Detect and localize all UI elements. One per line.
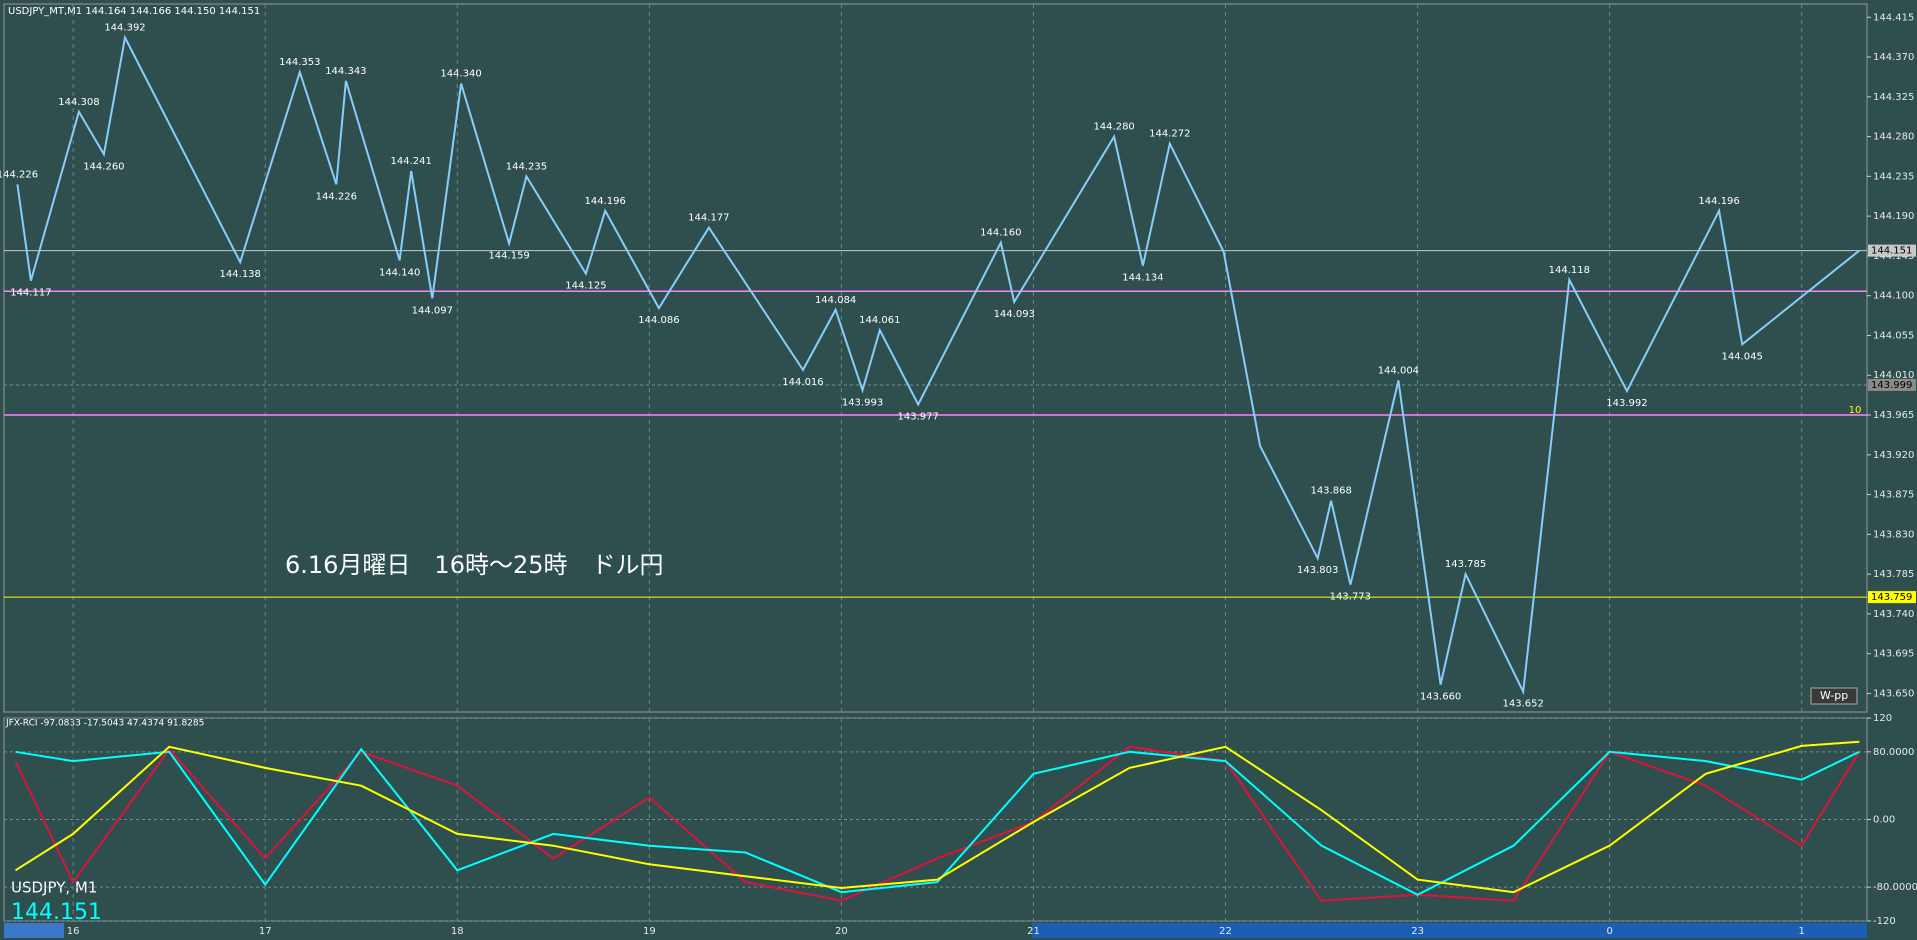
value-label: 144.138: [220, 269, 261, 280]
main-panel: [3, 3, 1868, 713]
value-label: 144.226: [316, 191, 357, 202]
value-label: 144.235: [506, 161, 547, 172]
y-tick-label: 144.415: [1873, 12, 1914, 23]
value-label: 144.260: [83, 161, 124, 172]
y-tick-label: -120: [1873, 916, 1896, 927]
x-tick-label: 23: [1411, 926, 1424, 937]
series-line: [16, 34, 1860, 696]
value-label: 143.868: [1310, 486, 1351, 497]
x-tick-label: 1: [1799, 926, 1805, 937]
price-box: [1868, 244, 1916, 257]
y-tick-label: 143.695: [1873, 649, 1914, 660]
time-highlight: [1032, 923, 1867, 938]
x-tick-label: 18: [451, 926, 464, 937]
annotation: 6.16月曜日 16時～25時 ドル円: [285, 551, 664, 579]
price-label: 143.759: [1871, 592, 1912, 603]
value-label: 143.992: [1606, 398, 1647, 409]
y-tick-label: 144.325: [1873, 92, 1914, 103]
y-tick-label: 144.190: [1873, 211, 1914, 222]
badge-box: [1810, 687, 1858, 705]
value-label: 144.241: [390, 156, 431, 167]
value-label: 144.272: [1149, 129, 1190, 140]
value-label: 144.340: [440, 69, 481, 80]
y-tick-label: 143.875: [1873, 490, 1914, 501]
value-label: 144.117: [10, 288, 51, 299]
value-label: 144.353: [279, 57, 320, 68]
value-label: 144.045: [1721, 351, 1762, 362]
value-label: 144.196: [584, 196, 625, 207]
y-tick-label: -80.0000: [1873, 882, 1917, 893]
series-line: [15, 747, 1860, 896]
value-label: 143.652: [1503, 699, 1544, 710]
y-tick-label: 143.830: [1873, 529, 1914, 540]
value-label: 144.084: [815, 295, 856, 306]
value-label: 143.773: [1330, 592, 1371, 603]
series-line: [14, 740, 1860, 894]
value-label: 144.097: [412, 305, 453, 316]
value-label: 144.061: [859, 315, 900, 326]
x-tick-label: 21: [1027, 926, 1040, 937]
price-box: [1868, 591, 1916, 604]
y-tick-label: 143.785: [1873, 569, 1914, 580]
value-label: 144.004: [1378, 366, 1419, 377]
value-label: 144.086: [638, 315, 679, 326]
value-label: 144.159: [488, 251, 529, 262]
scroll-bar: [4, 923, 64, 938]
value-label: 144.177: [688, 213, 729, 224]
value-label: 143.977: [898, 411, 939, 422]
value-label: 144.125: [565, 281, 606, 292]
x-tick-label: 19: [643, 926, 656, 937]
y-tick-label: 144.370: [1873, 52, 1914, 63]
x-tick-label: 17: [259, 926, 272, 937]
price-box: [1868, 378, 1916, 391]
value-label: 144.160: [980, 228, 1021, 239]
value-label: 144.343: [325, 66, 366, 77]
y-tick-label: 143.965: [1873, 410, 1914, 421]
y-tick-label: 0.00: [1873, 815, 1895, 826]
y-tick-label: 144.055: [1873, 330, 1914, 341]
value-label: 144.134: [1122, 273, 1163, 284]
price-label: 143.999: [1871, 380, 1912, 391]
value-label: 144.280: [1093, 122, 1134, 133]
y-tick-label: 144.280: [1873, 132, 1914, 143]
y-tick-label: 120: [1873, 713, 1892, 724]
y-tick-label: 143.650: [1873, 688, 1914, 699]
y-tick-label: 143.740: [1873, 609, 1914, 620]
price-label: 144.151: [1871, 246, 1912, 257]
marker-label: 10: [1849, 405, 1862, 416]
last-price: 144.151: [11, 900, 102, 925]
x-tick-label: 0: [1606, 926, 1612, 937]
badge: W-pp: [1820, 689, 1848, 702]
value-label: 143.993: [842, 397, 883, 408]
value-label: 144.118: [1549, 265, 1590, 276]
value-label: 144.308: [58, 97, 99, 108]
x-tick-label: 20: [835, 926, 848, 937]
y-tick-label: 143.920: [1873, 450, 1914, 461]
chart-title: USDJPY_MT,M1 144.164 144.166 144.150 144…: [8, 6, 260, 17]
value-label: 144.226: [0, 169, 38, 180]
y-tick-label: 80.0000: [1873, 747, 1914, 758]
x-tick-label: 22: [1219, 926, 1232, 937]
value-label: 144.140: [379, 267, 420, 278]
x-tick-label: 16: [67, 926, 80, 937]
y-tick-label: 144.100: [1873, 291, 1914, 302]
value-label: 144.392: [104, 23, 145, 34]
y-tick-label: 144.010: [1873, 370, 1914, 381]
value-label: 144.016: [782, 377, 823, 388]
value-label: 143.803: [1297, 565, 1338, 576]
value-label: 144.093: [994, 309, 1035, 320]
value-label: 143.785: [1445, 559, 1486, 570]
rci-title: JFX-RCI -97.0833 -17.5043 47.4374 91.828…: [5, 719, 204, 729]
y-tick-label: 144.235: [1873, 171, 1914, 182]
series-line: [14, 745, 1861, 902]
value-label: 143.660: [1420, 692, 1461, 703]
value-label: 144.196: [1698, 196, 1739, 207]
